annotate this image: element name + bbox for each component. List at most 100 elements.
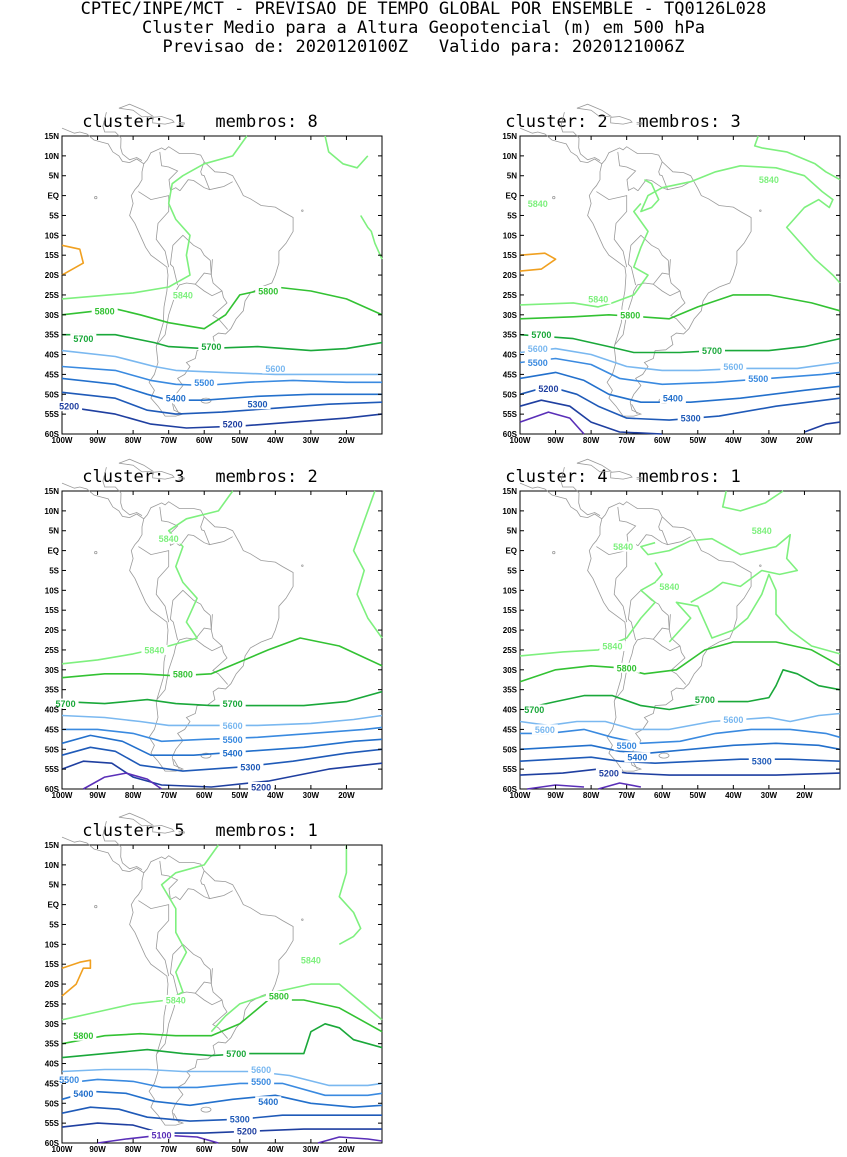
country-border [627, 234, 669, 286]
lat-axis: 15N10N5NEQ5S10S15S20S25S30S35S40S45S50S5… [44, 841, 382, 1148]
country-border [159, 860, 181, 901]
contour-label: 5700 [226, 1049, 246, 1059]
coastline [61, 812, 304, 1126]
contour-label-bg [162, 393, 189, 404]
country-border [653, 638, 681, 652]
contour-label: 5400 [663, 394, 683, 404]
lat-tick-label: 60S [503, 785, 518, 794]
lat-tick-label: 40S [45, 706, 60, 715]
contour-line [61, 405, 383, 429]
lon-tick-label: 50W [232, 436, 249, 445]
contour-label-bg [223, 1048, 250, 1059]
contour-label: 5840 [752, 526, 772, 536]
country-border [617, 151, 639, 192]
galapagos-islands [94, 550, 98, 555]
lat-tick-label: 55S [45, 1119, 60, 1128]
contour-label: 5800 [620, 310, 640, 320]
contour-label: 5700 [695, 695, 715, 705]
contour-line [61, 135, 248, 300]
lon-tick-label: 60W [196, 1145, 213, 1154]
contour-line [753, 135, 841, 181]
contour-label: 5840 [528, 199, 548, 209]
lon-tick-label: 90W [89, 436, 106, 445]
contour-label: 5400 [627, 753, 647, 763]
contour-label: 5700 [201, 342, 221, 352]
lat-tick-label: 10S [503, 586, 518, 595]
country-border [653, 283, 681, 297]
lon-tick-label: 100W [52, 1145, 73, 1154]
contour-label: 5700 [56, 699, 76, 709]
country-border [169, 589, 211, 641]
contour-label: 5800 [95, 306, 115, 316]
lat-tick-label: 40S [503, 351, 518, 360]
lon-tick-label: 90W [89, 1145, 106, 1154]
contour-label: 5700 [531, 330, 551, 340]
contour-label: 5700 [223, 699, 243, 709]
contour-label-bg [155, 533, 182, 544]
lat-tick-label: 5N [507, 527, 517, 536]
country-border [138, 900, 170, 977]
lon-tick-label: 40W [267, 1145, 284, 1154]
lat-axis: 15N10N5NEQ5S10S15S20S25S30S35S40S45S50S5… [44, 487, 382, 794]
contour-label-bg [52, 698, 79, 709]
contour-labels: 5840 5840 5800 5700 5700 5600 5500 5400 5300 5200 [52, 533, 275, 793]
contour-label-bg [748, 756, 775, 767]
country-border [169, 943, 211, 995]
contour-label: 5200 [599, 769, 619, 779]
lat-tick-label: 5N [49, 881, 59, 890]
map-frame [519, 135, 841, 435]
contour-label-bg [745, 373, 772, 384]
lon-tick-label: 60W [654, 436, 671, 445]
contour-label: 5500 [617, 741, 637, 751]
country-border [138, 191, 170, 268]
contour-label: 5400 [223, 749, 243, 759]
contour-label-bg [535, 383, 562, 394]
lat-tick-label: 15N [44, 841, 59, 850]
fernando-de-noronha [759, 209, 762, 212]
lon-tick-label: 20W [338, 791, 355, 800]
contour-line [61, 1023, 383, 1059]
lon-tick-label: 20W [338, 1145, 355, 1154]
contours [61, 844, 383, 1144]
central-america-coast [61, 127, 145, 165]
contour-line [519, 347, 841, 372]
lat-tick-label: 35S [503, 686, 518, 695]
country-border [200, 161, 233, 191]
contour-line [338, 845, 362, 946]
contour-label: 5840 [159, 534, 179, 544]
central-america-coast [102, 112, 143, 161]
contour-label: 5500 [194, 378, 214, 388]
country-border [637, 534, 668, 547]
map-svg: 5840 5840 5800 5800 5700 5600 5500 5500 5400 5400… [44, 812, 383, 1154]
contour-label: 5600 [251, 1065, 271, 1075]
lon-tick-label: 70W [160, 791, 177, 800]
caribbean-island [576, 458, 612, 473]
lon-tick-label: 90W [547, 791, 564, 800]
caribbean-island [152, 116, 175, 125]
lat-tick-label: 35S [503, 331, 518, 340]
lat-tick-label: 60S [45, 430, 60, 439]
contour-line [519, 202, 649, 308]
lat-tick-label: 50S [503, 390, 518, 399]
falkland-islands [200, 1106, 212, 1113]
contour-line [597, 782, 642, 790]
contours [61, 490, 383, 790]
contour-label: 5800 [73, 1031, 93, 1041]
contour-label-bg [656, 581, 683, 592]
lon-tick-label: 30W [303, 1145, 320, 1154]
lon-tick-label: 100W [510, 791, 531, 800]
lat-tick-label: 50S [45, 1099, 60, 1108]
lon-tick-label: 80W [583, 791, 600, 800]
contour-line [519, 768, 841, 776]
contour-label-bg [70, 1088, 97, 1099]
contour-label-bg [162, 994, 189, 1005]
lat-tick-label: EQ [505, 547, 517, 556]
central-america-coast [102, 467, 143, 516]
contour-label-bg [70, 1030, 97, 1041]
lat-tick-label: 60S [45, 785, 60, 794]
fernando-de-noronha [301, 564, 304, 567]
lat-tick-label: 30S [45, 1020, 60, 1029]
contour-line [519, 669, 841, 711]
lat-tick-label: 5N [49, 172, 59, 181]
country-border [179, 179, 210, 192]
